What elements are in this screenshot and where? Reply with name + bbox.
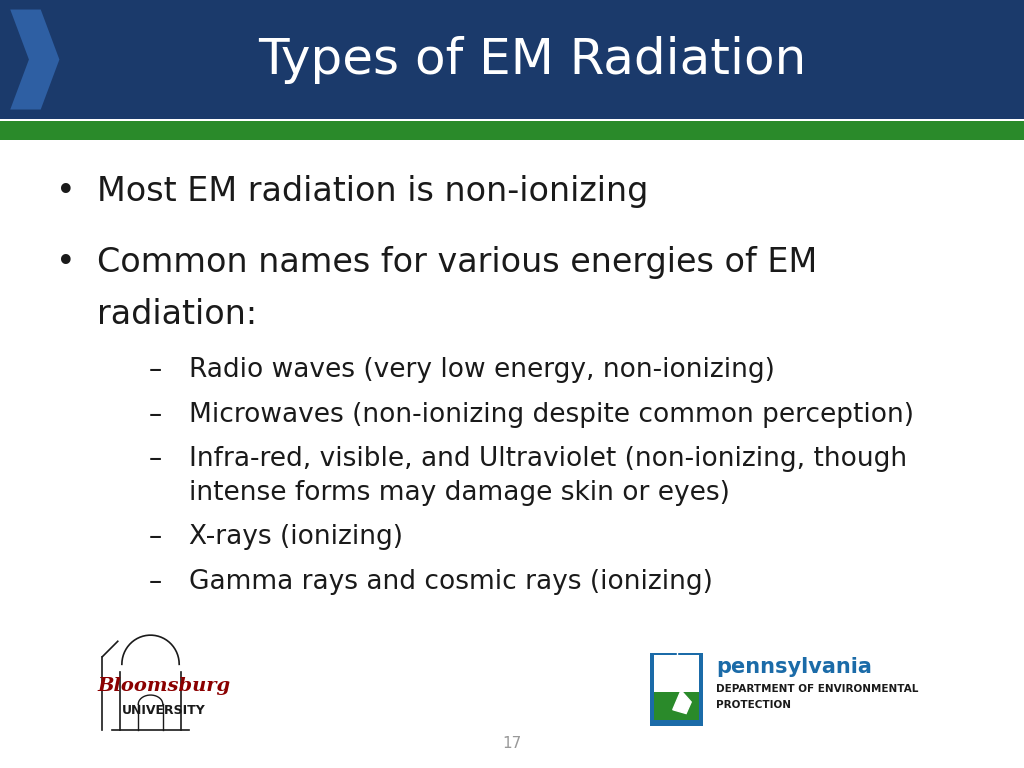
Bar [0, 119, 1024, 121]
Text: PROTECTION: PROTECTION [716, 700, 791, 710]
Polygon shape [673, 690, 691, 713]
Polygon shape [10, 9, 59, 110]
Bar [650, 653, 703, 726]
Text: intense forms may damage skin or eyes): intense forms may damage skin or eyes) [189, 479, 730, 505]
Text: Gamma rays and cosmic rays (ionizing): Gamma rays and cosmic rays (ionizing) [189, 568, 714, 594]
Bar [0, 121, 1024, 140]
Text: UNIVERSITY: UNIVERSITY [122, 704, 206, 717]
Text: –: – [148, 402, 162, 428]
Text: –: – [148, 524, 162, 550]
Bar [0, 0, 1024, 119]
Text: •: • [56, 175, 76, 208]
Text: –: – [148, 357, 162, 383]
Text: Types of EM Radiation: Types of EM Radiation [258, 35, 807, 84]
Text: pennsylvania: pennsylvania [716, 657, 871, 677]
Text: Bloomsburg: Bloomsburg [97, 677, 230, 695]
Text: Most EM radiation is non-ionizing: Most EM radiation is non-ionizing [97, 175, 648, 208]
Bar [654, 655, 699, 695]
Text: DEPARTMENT OF ENVIRONMENTAL: DEPARTMENT OF ENVIRONMENTAL [716, 684, 919, 694]
Text: Radio waves (very low energy, non-ionizing): Radio waves (very low energy, non-ionizi… [189, 357, 775, 383]
Text: 17: 17 [503, 736, 521, 751]
Text: –: – [148, 446, 162, 472]
Text: Infra-red, visible, and Ultraviolet (non-ionizing, though: Infra-red, visible, and Ultraviolet (non… [189, 446, 907, 472]
Bar [654, 692, 699, 720]
Text: radiation:: radiation: [97, 298, 257, 331]
Text: Common names for various energies of EM: Common names for various energies of EM [97, 246, 817, 279]
Text: Microwaves (non-ionizing despite common perception): Microwaves (non-ionizing despite common … [189, 402, 914, 428]
Text: –: – [148, 568, 162, 594]
Text: X-rays (ionizing): X-rays (ionizing) [189, 524, 403, 550]
Text: •: • [56, 246, 76, 279]
